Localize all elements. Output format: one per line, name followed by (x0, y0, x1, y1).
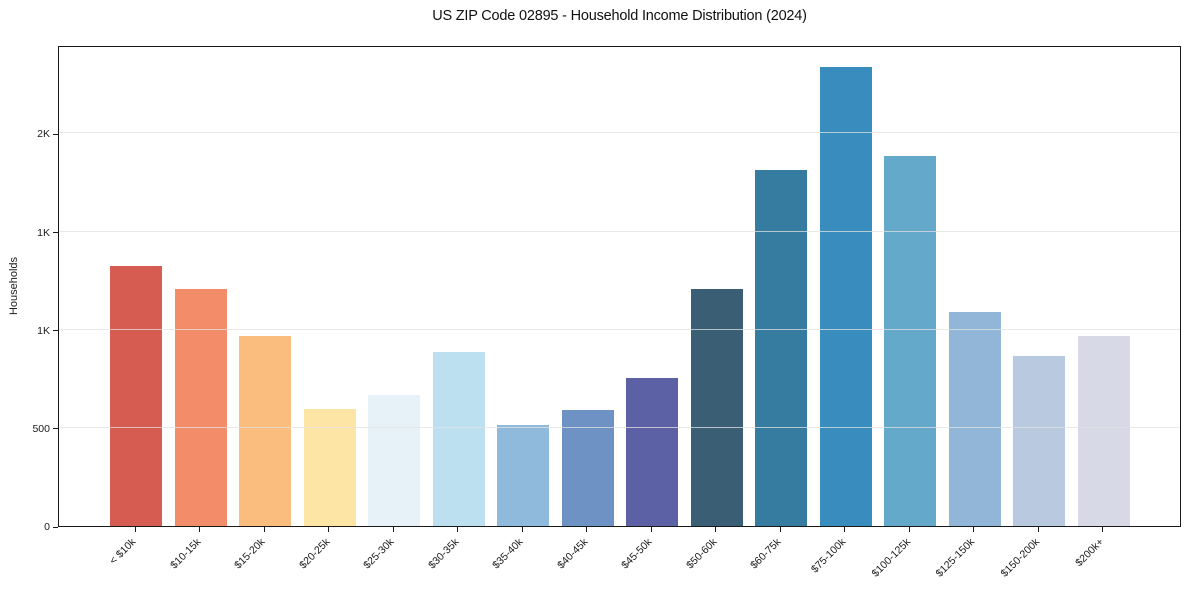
x-tick-label: $30-35k (425, 536, 462, 572)
x-tick-mark (586, 527, 588, 532)
bar-3 (239, 335, 292, 526)
bar-4 (303, 409, 356, 526)
bar-16 (1077, 335, 1130, 526)
x-tick-mark (134, 527, 136, 532)
x-tick-mark (908, 527, 910, 532)
grid-line (59, 230, 1180, 232)
bar-15 (1013, 356, 1066, 526)
x-tick-label: $20-25k (296, 536, 333, 572)
grid-line (59, 328, 1180, 330)
x-tick-mark (650, 527, 652, 532)
bar-12 (819, 66, 872, 526)
bar-13 (884, 155, 937, 526)
x-tick-mark (199, 527, 201, 532)
bar-2 (174, 289, 227, 526)
x-tick-label: $50-60k (683, 536, 720, 572)
x-tick-label: $60-75k (748, 536, 784, 572)
bar-1 (110, 265, 162, 526)
bar-6 (432, 352, 485, 526)
x-tick-mark (392, 527, 394, 532)
y-tick-mark (53, 232, 58, 233)
x-tick-label: $150-200k (998, 536, 1042, 580)
x-tick-mark (1037, 527, 1039, 532)
x-tick-label: $10-15k (167, 536, 204, 572)
bar-7 (497, 424, 550, 526)
bar-9 (626, 377, 679, 526)
chart-title: US ZIP Code 02895 - Household Income Dis… (432, 8, 807, 24)
x-tick-mark (328, 527, 330, 532)
y-tick-label: 1K (37, 324, 50, 337)
y-tick-label: 0 (44, 521, 50, 533)
x-tick-mark (263, 527, 265, 532)
x-tick-mark (457, 527, 459, 532)
plot-area (58, 46, 1181, 527)
y-tick-mark (53, 428, 58, 430)
grid-line (59, 132, 1180, 134)
x-tick-mark (779, 527, 781, 532)
y-tick-label: 500 (32, 422, 50, 435)
x-tick-label: $200k+ (1073, 536, 1107, 570)
x-tick-label: $45-50k (619, 536, 655, 572)
y-tick-mark (53, 526, 58, 528)
y-tick-label: 1K (37, 226, 50, 239)
x-tick-label: $100-125k (869, 536, 913, 580)
x-tick-mark (973, 527, 975, 532)
y-axis-label: Households (8, 256, 20, 316)
y-tick-label: 2K (37, 128, 50, 141)
bar-11 (755, 169, 808, 526)
x-tick-label: $25-30k (361, 536, 397, 572)
x-tick-label: $35-40k (490, 536, 526, 572)
x-tick-mark (1102, 527, 1104, 532)
x-tick-label: $15-20k (232, 536, 268, 572)
x-tick-label: $40-45k (554, 536, 591, 572)
bar-10 (690, 289, 743, 526)
x-tick-mark (715, 527, 717, 532)
y-tick-mark (53, 133, 58, 135)
y-tick-mark (53, 330, 58, 332)
x-tick-mark (844, 527, 846, 532)
bar-8 (561, 410, 614, 526)
bar-5 (368, 394, 421, 526)
bar-14 (948, 312, 1001, 526)
grid-line (59, 426, 1180, 428)
x-tick-label: $125-150k (933, 536, 978, 580)
x-tick-mark (521, 527, 523, 532)
x-tick-label: $75-100k (808, 536, 849, 576)
x-tick-label: < $10k (107, 536, 139, 567)
